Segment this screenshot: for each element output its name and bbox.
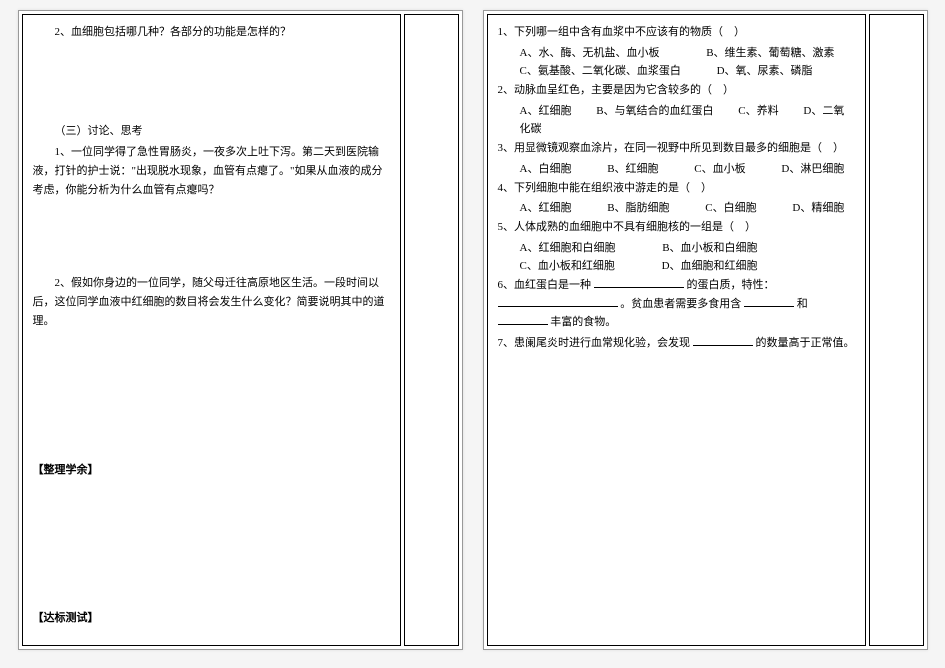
q2-text: 2、血细胞包括哪几种？各部分的功能是怎样的？ — [33, 23, 390, 42]
discuss-1: 1、一位同学得了急性胃肠炎，一夜多次上吐下泻。第二天到医院输液，打针的护士说："… — [33, 143, 390, 199]
opt-d: D、氧、尿素、磷脂 — [717, 65, 813, 77]
section-organize: 【整理学余】 — [33, 461, 390, 480]
opt-b: B、与氧结合的血红蛋白 — [596, 105, 713, 117]
opt-c: C、白细胞 — [705, 202, 756, 214]
q7-p2: 的数量高于正常值。 — [756, 337, 855, 349]
opt-a: A、红细胞 — [520, 202, 572, 214]
right-main-column: 1、下列哪一组中含有血浆中不应该有的物质（ ） A、水、酶、无机盐、血小板 B、… — [487, 14, 866, 646]
blank — [498, 324, 548, 325]
r-q4-opts: A、红细胞 B、脂肪细胞 C、白细胞 D、精细胞 — [498, 199, 855, 218]
blank — [594, 287, 684, 288]
r-q7: 7、患阑尾炎时进行血常规化验，会发现 的数量高于正常值。 — [498, 334, 855, 353]
r-q5: 5、人体成熟的血细胞中不具有细胞核的一组是（ ） — [498, 218, 855, 237]
q6-p2: 的蛋白质，特性： — [687, 279, 775, 291]
opt-c: C、氨基酸、二氧化碳、血浆蛋白 — [520, 65, 681, 77]
opt-b: B、红细胞 — [607, 163, 658, 175]
opt-c: C、血小板 — [694, 163, 745, 175]
left-page: 2、血细胞包括哪几种？各部分的功能是怎样的？ （三）讨论、思考 1、一位同学得了… — [18, 10, 463, 650]
right-page: 1、下列哪一组中含有血浆中不应该有的物质（ ） A、水、酶、无机盐、血小板 B、… — [483, 10, 928, 650]
spacer — [33, 199, 390, 274]
r-q2: 2、动脉血呈红色，主要是因为它含较多的（ ） — [498, 81, 855, 100]
q6-p1: 6、血红蛋白是一种 — [498, 279, 592, 291]
r-q5-opts: A、红细胞和白细胞 B、血小板和白细胞 C、血小板和红细胞 D、血细胞和红细胞 — [498, 239, 855, 276]
blank — [744, 306, 794, 307]
discuss-2: 2、假如你身边的一位同学，随父母迁往高原地区生活。一段时间以后，这位同学血液中红… — [33, 274, 390, 330]
spacer — [33, 331, 390, 461]
right-side-column — [869, 14, 924, 646]
opt-b: B、脂肪细胞 — [607, 202, 669, 214]
opt-a: A、红细胞和白细胞 — [520, 242, 616, 254]
q6-p4: 和 — [797, 298, 808, 310]
opt-c: C、养料 — [738, 105, 778, 117]
opt-d: D、血细胞和红细胞 — [662, 260, 758, 272]
r-q1: 1、下列哪一组中含有血浆中不应该有的物质（ ） — [498, 23, 855, 42]
opt-c: C、血小板和红细胞 — [520, 260, 615, 272]
r-q4: 4、下列细胞中能在组织液中游走的是（ ） — [498, 179, 855, 198]
r-q3: 3、用显微镜观察血涂片，在同一视野中所见到数目最多的细胞是（ ） — [498, 139, 855, 158]
blank — [498, 306, 618, 307]
opt-a: A、水、酶、无机盐、血小板 — [520, 47, 660, 59]
r-q6: 6、血红蛋白是一种 的蛋白质，特性： 。贫血患者需要多食用含 和 丰富的食物。 — [498, 276, 855, 332]
r-q3-opts: A、白细胞 B、红细胞 C、血小板 D、淋巴细胞 — [498, 160, 855, 179]
r-q2-opts: A、红细胞 B、与氧结合的血红蛋白 C、养料 D、二氧化碳 — [498, 102, 855, 139]
spacer — [33, 44, 390, 119]
opt-b: B、血小板和白细胞 — [662, 242, 757, 254]
q7-p1: 7、患阑尾炎时进行血常规化验，会发现 — [498, 337, 691, 349]
opt-a: A、白细胞 — [520, 163, 572, 175]
opt-b: B、维生素、葡萄糖、激素 — [706, 47, 834, 59]
section-test: 【达标测试】 — [33, 609, 390, 628]
r-q1-opts: A、水、酶、无机盐、血小板 B、维生素、葡萄糖、激素 C、氨基酸、二氧化碳、血浆… — [498, 44, 855, 81]
opt-d: D、精细胞 — [792, 202, 844, 214]
opt-a: A、红细胞 — [520, 105, 572, 117]
q6-p3: 。贫血患者需要多食用含 — [620, 298, 741, 310]
section-discuss: （三）讨论、思考 — [33, 122, 390, 141]
left-side-column — [404, 14, 459, 646]
left-main-column: 2、血细胞包括哪几种？各部分的功能是怎样的？ （三）讨论、思考 1、一位同学得了… — [22, 14, 401, 646]
opt-d: D、淋巴细胞 — [781, 163, 844, 175]
spacer — [33, 479, 390, 609]
q6-p5: 丰富的食物。 — [550, 316, 616, 328]
blank — [693, 345, 753, 346]
